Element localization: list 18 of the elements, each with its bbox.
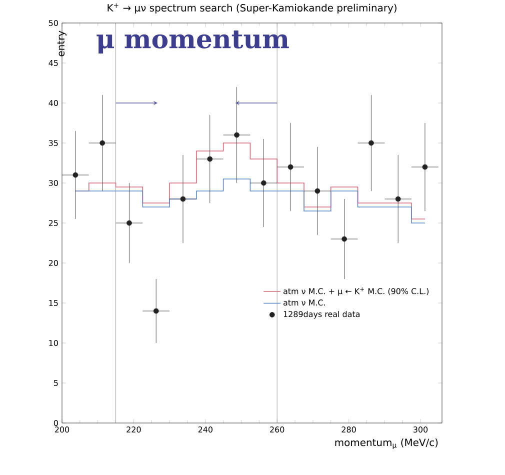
point bbox=[422, 164, 428, 170]
point bbox=[180, 196, 186, 202]
point bbox=[126, 220, 132, 226]
point bbox=[153, 308, 159, 314]
point bbox=[288, 164, 294, 170]
point bbox=[260, 180, 266, 186]
point bbox=[207, 156, 213, 162]
point bbox=[368, 140, 374, 146]
y-axis-title: entry bbox=[57, 30, 66, 56]
chart-title: K$^{+}$ → μν spectrum search (Super-Kamiokande preliminary) bbox=[108, 3, 396, 14]
point bbox=[100, 140, 106, 146]
x-axis-title: momentum$_{μ}$ (MeV/c) bbox=[335, 438, 438, 449]
point bbox=[314, 188, 320, 194]
point bbox=[72, 172, 78, 178]
point bbox=[234, 132, 240, 138]
point bbox=[395, 196, 401, 202]
point bbox=[342, 236, 348, 242]
annotation: μ momentum bbox=[96, 30, 289, 54]
